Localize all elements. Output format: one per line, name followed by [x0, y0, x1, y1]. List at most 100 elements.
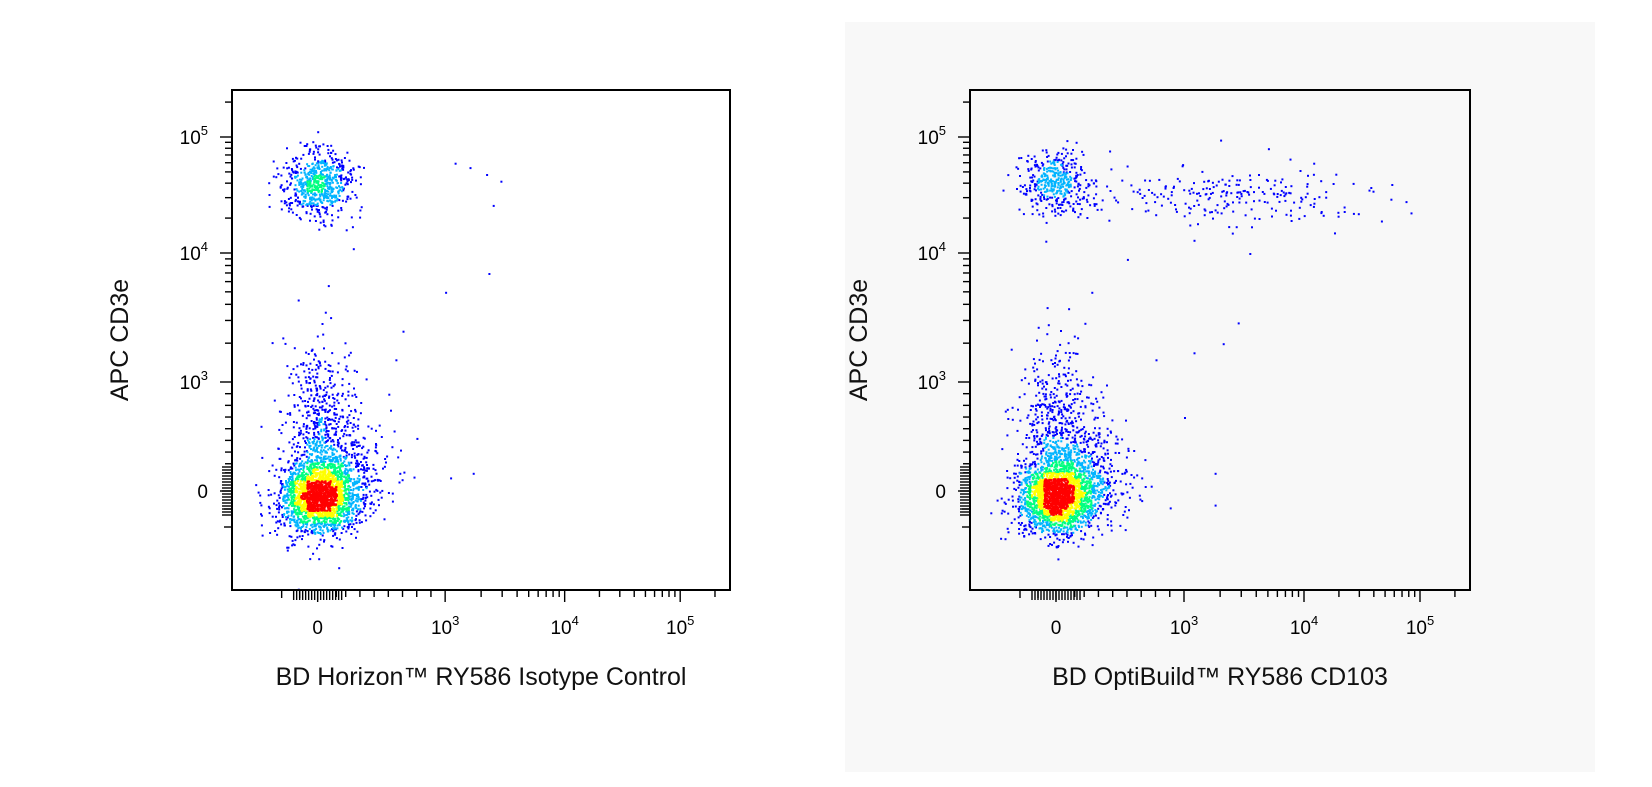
- event-dot: [353, 441, 356, 444]
- event-dot: [340, 207, 343, 209]
- event-dot: [1041, 433, 1044, 436]
- event-dot: [1011, 418, 1014, 421]
- event-dot: [331, 485, 334, 488]
- event-dot: [341, 507, 344, 509]
- event-dot: [990, 512, 993, 515]
- event-dot: [298, 216, 301, 219]
- event-dot: [1034, 379, 1037, 382]
- event-dot: [1034, 165, 1037, 168]
- event-dot: [1249, 174, 1251, 177]
- event-dot: [303, 453, 306, 456]
- event-dot: [1016, 188, 1018, 190]
- event-dot: [309, 388, 312, 391]
- event-dot: [329, 529, 332, 532]
- event-dot: [347, 390, 350, 393]
- event-dot: [341, 509, 344, 512]
- event-dot: [1058, 538, 1061, 541]
- event-dot: [324, 386, 327, 389]
- event-dot: [333, 465, 336, 468]
- event-dot: [342, 187, 345, 190]
- event-dot: [331, 200, 334, 203]
- event-dot: [343, 449, 346, 452]
- event-dot: [1127, 450, 1130, 452]
- event-dot: [312, 501, 314, 504]
- event-dot: [1097, 439, 1100, 442]
- event-dot: [321, 165, 324, 168]
- event-dot: [312, 552, 315, 555]
- event-dot: [355, 179, 357, 182]
- event-dot: [319, 526, 322, 529]
- event-dot: [1084, 435, 1087, 438]
- event-dot: [1032, 405, 1034, 408]
- event-dot: [323, 347, 325, 350]
- event-dot: [1097, 517, 1100, 520]
- event-dot: [285, 162, 288, 164]
- event-dot: [1147, 189, 1150, 191]
- event-dot: [1061, 541, 1064, 544]
- event-dot: [1103, 493, 1106, 496]
- event-dot: [314, 501, 317, 503]
- event-dot: [1290, 185, 1293, 188]
- event-dot: [1059, 214, 1062, 217]
- event-dot: [1098, 427, 1101, 430]
- event-dot: [318, 209, 320, 211]
- event-dot: [286, 167, 289, 170]
- event-dot: [1017, 522, 1020, 525]
- event-dot: [296, 166, 299, 169]
- event-dot: [1352, 182, 1355, 185]
- event-dot: [1237, 191, 1240, 194]
- event-dot: [1072, 149, 1074, 151]
- event-dot: [299, 218, 302, 221]
- event-dot: [341, 472, 344, 475]
- event-dot: [287, 210, 290, 213]
- event-dot: [332, 188, 335, 190]
- event-dot: [293, 485, 296, 488]
- event-dot: [1141, 500, 1144, 503]
- event-dot: [320, 160, 323, 163]
- event-dot: [1221, 178, 1224, 181]
- event-dot: [1232, 210, 1235, 213]
- event-dot: [331, 161, 334, 164]
- event-dot: [332, 397, 335, 399]
- event-dot: [314, 144, 317, 147]
- event-dot: [1085, 198, 1088, 201]
- event-dot: [1075, 157, 1078, 160]
- event-dot: [319, 538, 322, 541]
- event-dot: [1058, 373, 1060, 376]
- event-dot: [1357, 213, 1360, 216]
- event-dot: [338, 163, 341, 166]
- event-dot: [314, 411, 317, 414]
- event-dot: [1039, 198, 1042, 201]
- event-dot: [319, 221, 322, 224]
- event-dot: [275, 468, 278, 471]
- event-dot: [1045, 381, 1048, 384]
- event-dot: [1044, 536, 1047, 539]
- event-dot: [307, 519, 310, 522]
- event-dot: [1057, 413, 1060, 416]
- event-dot: [296, 179, 299, 182]
- event-dot: [1280, 181, 1282, 184]
- event-dot: [307, 376, 310, 379]
- event-dot: [349, 480, 352, 482]
- event-dot: [347, 488, 350, 491]
- event-dot: [324, 516, 327, 519]
- event-dot: [315, 364, 318, 366]
- event-dot: [298, 202, 301, 205]
- event-dot: [279, 490, 282, 493]
- event-dot: [1056, 388, 1059, 391]
- event-dot: [322, 487, 325, 490]
- event-dot: [1068, 202, 1071, 205]
- event-dot: [336, 524, 339, 527]
- event-dot: [1020, 522, 1023, 524]
- event-dot: [319, 440, 322, 443]
- event-dot: [1056, 546, 1059, 549]
- event-dot: [314, 405, 317, 408]
- event-dot: [319, 486, 322, 489]
- event-dot: [1021, 186, 1024, 188]
- event-dot: [1065, 155, 1067, 158]
- event-dot: [323, 525, 326, 528]
- event-dot: [1274, 179, 1277, 182]
- event-dot: [336, 166, 338, 169]
- event-dot: [397, 456, 400, 459]
